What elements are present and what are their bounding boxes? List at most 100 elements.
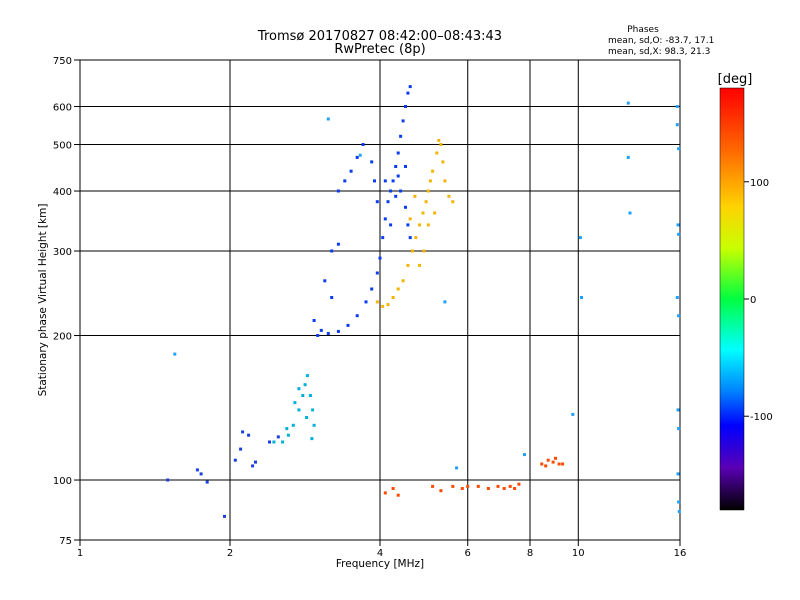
data-point	[343, 179, 347, 183]
data-point	[466, 484, 470, 488]
data-points	[166, 85, 681, 518]
data-point	[399, 189, 403, 193]
data-point	[628, 211, 632, 215]
data-point	[268, 440, 271, 444]
colorbar-tick-label: 0	[750, 295, 756, 306]
data-point	[375, 300, 379, 304]
data-point	[326, 332, 330, 335]
data-point	[293, 401, 297, 405]
data-point	[447, 194, 451, 198]
data-point	[486, 487, 490, 490]
data-point	[677, 232, 681, 236]
y-tick-label: 300	[53, 247, 72, 258]
data-point	[319, 328, 323, 332]
data-point	[355, 155, 359, 159]
data-point	[375, 200, 379, 204]
data-point	[195, 468, 199, 472]
data-point	[375, 271, 379, 275]
y-axis-ticks: 75 100 200 300 400 500 600 750	[53, 56, 80, 547]
data-point	[323, 279, 327, 283]
colorbar-ticks: 100 0 -100	[744, 178, 773, 423]
data-point	[404, 105, 407, 108]
data-point	[386, 303, 390, 307]
data-point	[455, 466, 459, 470]
data-point	[285, 427, 289, 431]
data-point	[435, 151, 439, 155]
data-point	[358, 153, 362, 157]
data-point	[391, 296, 395, 299]
data-point	[223, 514, 226, 518]
data-point	[540, 462, 544, 466]
data-point	[301, 394, 305, 397]
data-point	[578, 236, 582, 240]
data-point	[502, 487, 506, 490]
data-point	[399, 134, 403, 138]
data-point	[439, 143, 443, 146]
data-point	[199, 472, 203, 476]
data-point	[396, 287, 400, 291]
x-tick-label: 6	[465, 548, 471, 559]
phase-line-x: mean, sd,X: 98.3, 21.3	[608, 47, 710, 57]
data-point	[523, 453, 526, 457]
data-point	[676, 472, 680, 476]
data-point	[676, 223, 680, 227]
data-point	[441, 160, 445, 164]
data-point	[378, 256, 382, 260]
data-point	[406, 91, 410, 95]
data-point	[389, 223, 393, 227]
data-point	[311, 408, 315, 412]
x-tick-label: 10	[572, 548, 585, 559]
data-point	[383, 217, 387, 221]
data-point	[336, 242, 340, 246]
data-point	[408, 236, 412, 240]
data-point	[476, 484, 480, 488]
data-point	[513, 487, 517, 490]
data-point	[310, 437, 314, 441]
data-point	[517, 482, 521, 486]
data-point	[312, 423, 316, 427]
data-point	[571, 412, 575, 416]
data-point	[443, 179, 447, 183]
colorbar-tick-label: 100	[750, 178, 769, 189]
data-point	[349, 169, 353, 173]
data-point	[677, 314, 681, 318]
data-point	[546, 458, 550, 462]
data-point	[676, 408, 680, 412]
data-point	[286, 433, 290, 437]
x-tick-label: 4	[377, 548, 383, 559]
y-axis-label: Stationary phase Virtual Height [km]	[37, 204, 49, 397]
data-point	[437, 138, 441, 142]
data-point	[305, 416, 309, 419]
data-point	[364, 300, 368, 304]
data-point	[394, 194, 398, 198]
data-point	[391, 487, 395, 490]
data-point	[561, 462, 565, 466]
data-point	[173, 352, 177, 356]
data-point	[421, 211, 425, 215]
colorbar-label: [deg]	[718, 72, 753, 87]
data-point	[677, 427, 681, 431]
data-point	[233, 458, 237, 462]
data-point	[272, 440, 276, 444]
data-point	[460, 487, 464, 490]
data-point	[401, 279, 405, 283]
phase-heading: Phases	[627, 25, 659, 35]
colorbar	[719, 87, 745, 511]
data-point	[418, 223, 421, 227]
data-point	[551, 460, 555, 464]
phase-line-o: mean, sd,O: -83.7, 17.1	[608, 36, 714, 46]
data-point	[346, 323, 350, 327]
data-point	[433, 211, 437, 215]
data-point	[396, 493, 400, 497]
data-point	[291, 423, 295, 427]
data-point	[411, 249, 415, 253]
data-point	[443, 300, 447, 304]
data-point	[316, 334, 320, 337]
data-point	[431, 169, 435, 173]
data-point	[408, 217, 412, 221]
data-point	[381, 304, 385, 308]
data-point	[426, 223, 430, 227]
x-axis-label: Frequency [MHz]	[336, 558, 424, 570]
y-tick-label: 100	[53, 476, 72, 487]
